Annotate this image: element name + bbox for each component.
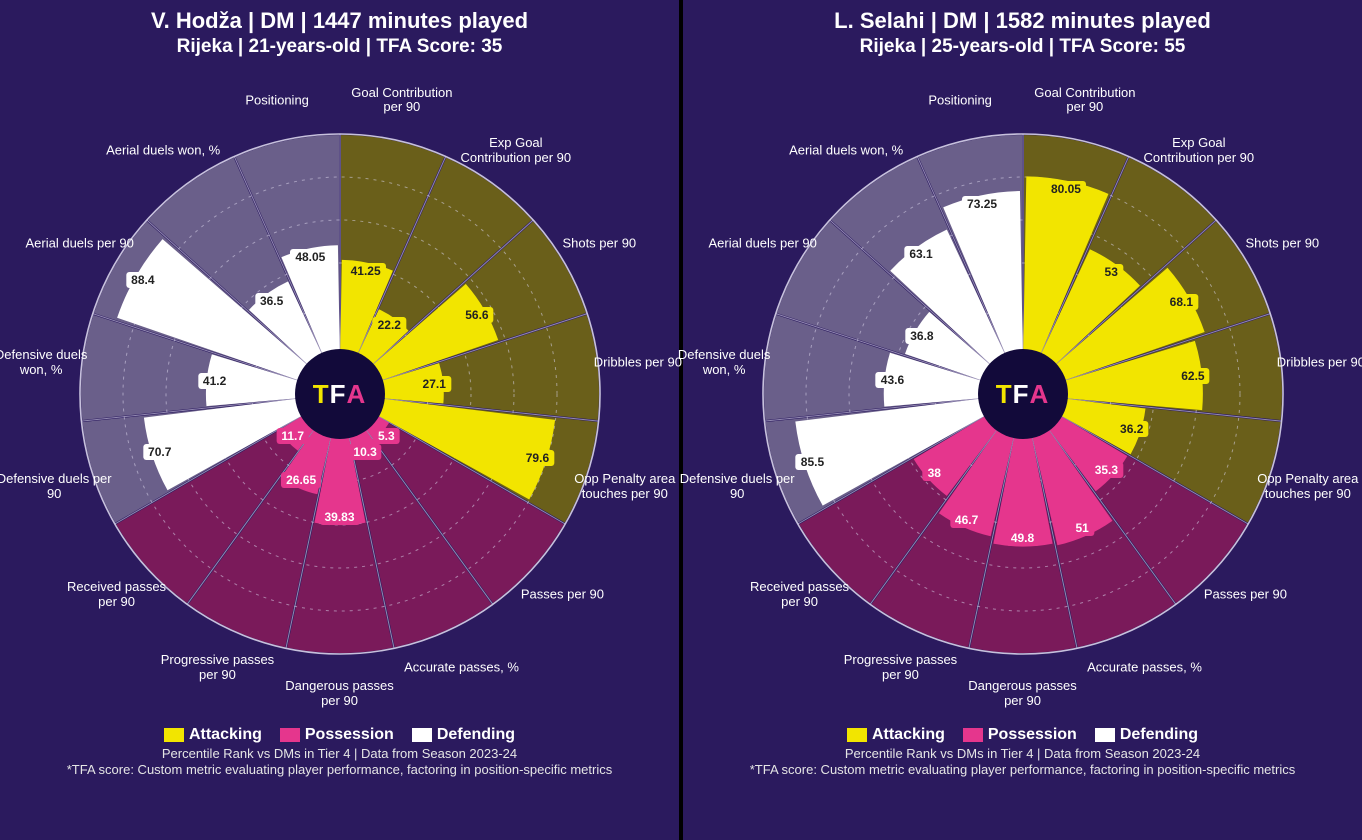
legend-defending: Defending <box>1095 726 1198 744</box>
radar-chart-left: TFA Goal Contribution per 90Exp Goal Con… <box>10 64 670 724</box>
legend-right: Attacking Possession Defending <box>847 726 1198 744</box>
player-panel-right: L. Selahi | DM | 1582 minutes played Rij… <box>683 0 1362 840</box>
footnote1-right: Percentile Rank vs DMs in Tier 4 | Data … <box>845 746 1200 761</box>
legend-possession: Possession <box>963 726 1077 744</box>
legend-attacking: Attacking <box>847 726 945 744</box>
title-left: V. Hodža | DM | 1447 minutes played <box>151 8 528 34</box>
title-right: L. Selahi | DM | 1582 minutes played <box>834 8 1211 34</box>
legend-possession: Possession <box>280 726 394 744</box>
tfa-logo-right: TFA <box>978 349 1068 439</box>
subtitle-left: Rijeka | 21-years-old | TFA Score: 35 <box>177 36 503 58</box>
legend-left: Attacking Possession Defending <box>164 726 515 744</box>
footnote2-right: *TFA score: Custom metric evaluating pla… <box>750 762 1296 777</box>
footnote1-left: Percentile Rank vs DMs in Tier 4 | Data … <box>162 746 517 761</box>
tfa-logo-left: TFA <box>295 349 385 439</box>
subtitle-right: Rijeka | 25-years-old | TFA Score: 55 <box>860 36 1186 58</box>
radar-chart-right: TFA Goal Contribution per 90Exp Goal Con… <box>693 64 1353 724</box>
player-panel-left: V. Hodža | DM | 1447 minutes played Rije… <box>0 0 679 840</box>
footnote2-left: *TFA score: Custom metric evaluating pla… <box>67 762 613 777</box>
legend-attacking: Attacking <box>164 726 262 744</box>
legend-defending: Defending <box>412 726 515 744</box>
